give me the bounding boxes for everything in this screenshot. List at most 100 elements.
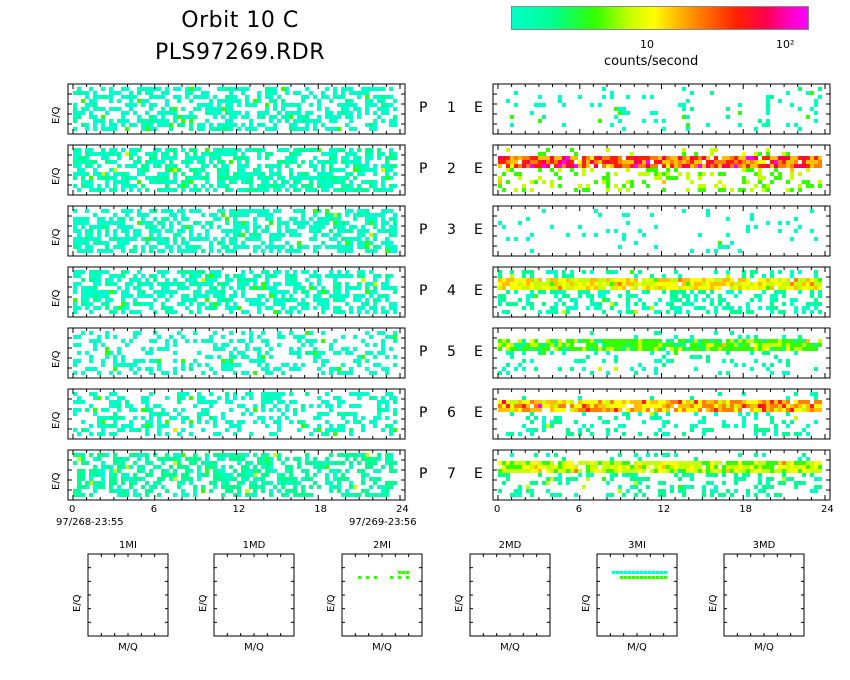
panel-label-e-4: E [474,283,483,299]
panel-label-e-3: E [474,222,483,238]
mass-panel-xlabel-2: M/Q [244,642,264,653]
panel-label-num-1: 1 [447,100,456,116]
mass-panel-xlabel-5: M/Q [627,642,647,653]
left-panel-3 [67,205,406,257]
mass-point [398,576,401,579]
left-panel-7 [67,449,406,501]
mass-point [660,571,663,574]
ylabel-eq-4: E/Q [51,289,62,307]
panel-label-p-3: P [419,222,428,238]
right-xtick-0: 0 [494,504,501,515]
mass-panel-title-6: 3MD [752,540,776,551]
ylabel-eq-2: E/Q [51,167,62,185]
mass-point [402,571,405,574]
panel-label-p-1: P [419,100,428,116]
page-title: Orbit 10 C [181,8,299,33]
colorbar-tick-100: 10² [776,38,795,51]
mass-point [652,571,655,574]
mass-point [406,576,409,579]
panel-label-p-4: P [419,283,428,299]
mass-point [624,571,627,574]
right-panel-6 [492,388,831,440]
left-xtick-18: 18 [314,504,327,515]
left-xtick-0: 0 [69,504,76,515]
panel-label-e-2: E [474,161,483,177]
ylabel-eq-7: E/Q [51,472,62,490]
mass-point [656,576,659,579]
mass-point [366,576,369,579]
mass-panel-1mi [87,553,169,637]
mass-panel-xlabel-4: M/Q [500,642,520,653]
panel-label-num-7: 7 [447,466,456,482]
right-panel-7 [492,449,831,501]
mass-panel-ylabel-2: E/Q [198,594,209,612]
mass-point [636,571,639,574]
mass-point [624,576,627,579]
panel-label-p-6: P [419,405,428,421]
panel-label-num-3: 3 [447,222,456,238]
mass-panel-title-3: 2MI [373,540,391,551]
mass-panel-xlabel-1: M/Q [118,642,138,653]
mass-panel-xlabel-3: M/Q [372,642,392,653]
mass-point [632,576,635,579]
right-panel-4 [492,266,831,318]
left-panel-1 [67,83,406,135]
right-xtick-12: 12 [657,504,671,515]
right-panel-1 [492,83,831,135]
right-xtick-18: 18 [739,504,752,515]
mass-point [660,576,663,579]
mass-panel-title-5: 3MI [628,540,646,551]
mass-panel-title-1: 1MI [119,540,137,551]
mass-point [620,571,623,574]
left-panel-4 [67,266,406,318]
mass-point [620,576,623,579]
mass-point [644,571,647,574]
mass-panel-3mi [596,553,678,637]
mass-point [628,571,631,574]
panel-label-e-6: E [474,405,483,421]
end-time-label: 97/269-23:56 [349,517,417,528]
mass-panel-3md [723,553,805,637]
mass-point [632,571,635,574]
left-panel-6 [67,388,406,440]
start-time-label: 97/268-23:55 [56,517,124,528]
panel-label-num-4: 4 [447,283,456,299]
mass-point [636,576,639,579]
right-panel-2 [492,144,831,196]
mass-point [648,571,651,574]
mass-panel-xlabel-6: M/Q [754,642,774,653]
mass-panel-ylabel-1: E/Q [72,594,83,612]
panel-label-e-5: E [474,344,483,360]
mass-point [648,576,651,579]
ylabel-eq-6: E/Q [51,411,62,429]
panel-label-p-7: P [419,466,428,482]
ylabel-eq-3: E/Q [51,228,62,246]
colorbar [511,6,809,30]
mass-panel-2md [469,553,551,637]
right-xtick-6: 6 [575,504,583,515]
mass-point [664,571,667,574]
mass-panel-title-4: 2MD [498,540,522,551]
mass-point [640,576,643,579]
ylabel-eq-5: E/Q [51,350,62,368]
left-xtick-12: 12 [232,504,246,515]
panel-label-num-5: 5 [447,344,456,360]
mass-point [640,571,643,574]
left-panel-2 [67,144,406,196]
panel-label-p-5: P [419,344,428,360]
mass-point [664,576,667,579]
colorbar-tick-10: 10 [640,38,654,51]
right-panel-5 [492,327,831,379]
page-subtitle: PLS97269.RDR [155,40,325,65]
colorbar-label: counts/second [604,54,699,69]
mass-point [656,571,659,574]
mass-point [628,576,631,579]
mass-point [406,571,409,574]
right-panel-3 [492,205,831,257]
mass-point [612,571,615,574]
mass-point [390,576,393,579]
mass-panel-ylabel-4: E/Q [454,594,465,612]
mass-panel-ylabel-5: E/Q [581,594,592,612]
left-xtick-24: 24 [396,504,409,515]
